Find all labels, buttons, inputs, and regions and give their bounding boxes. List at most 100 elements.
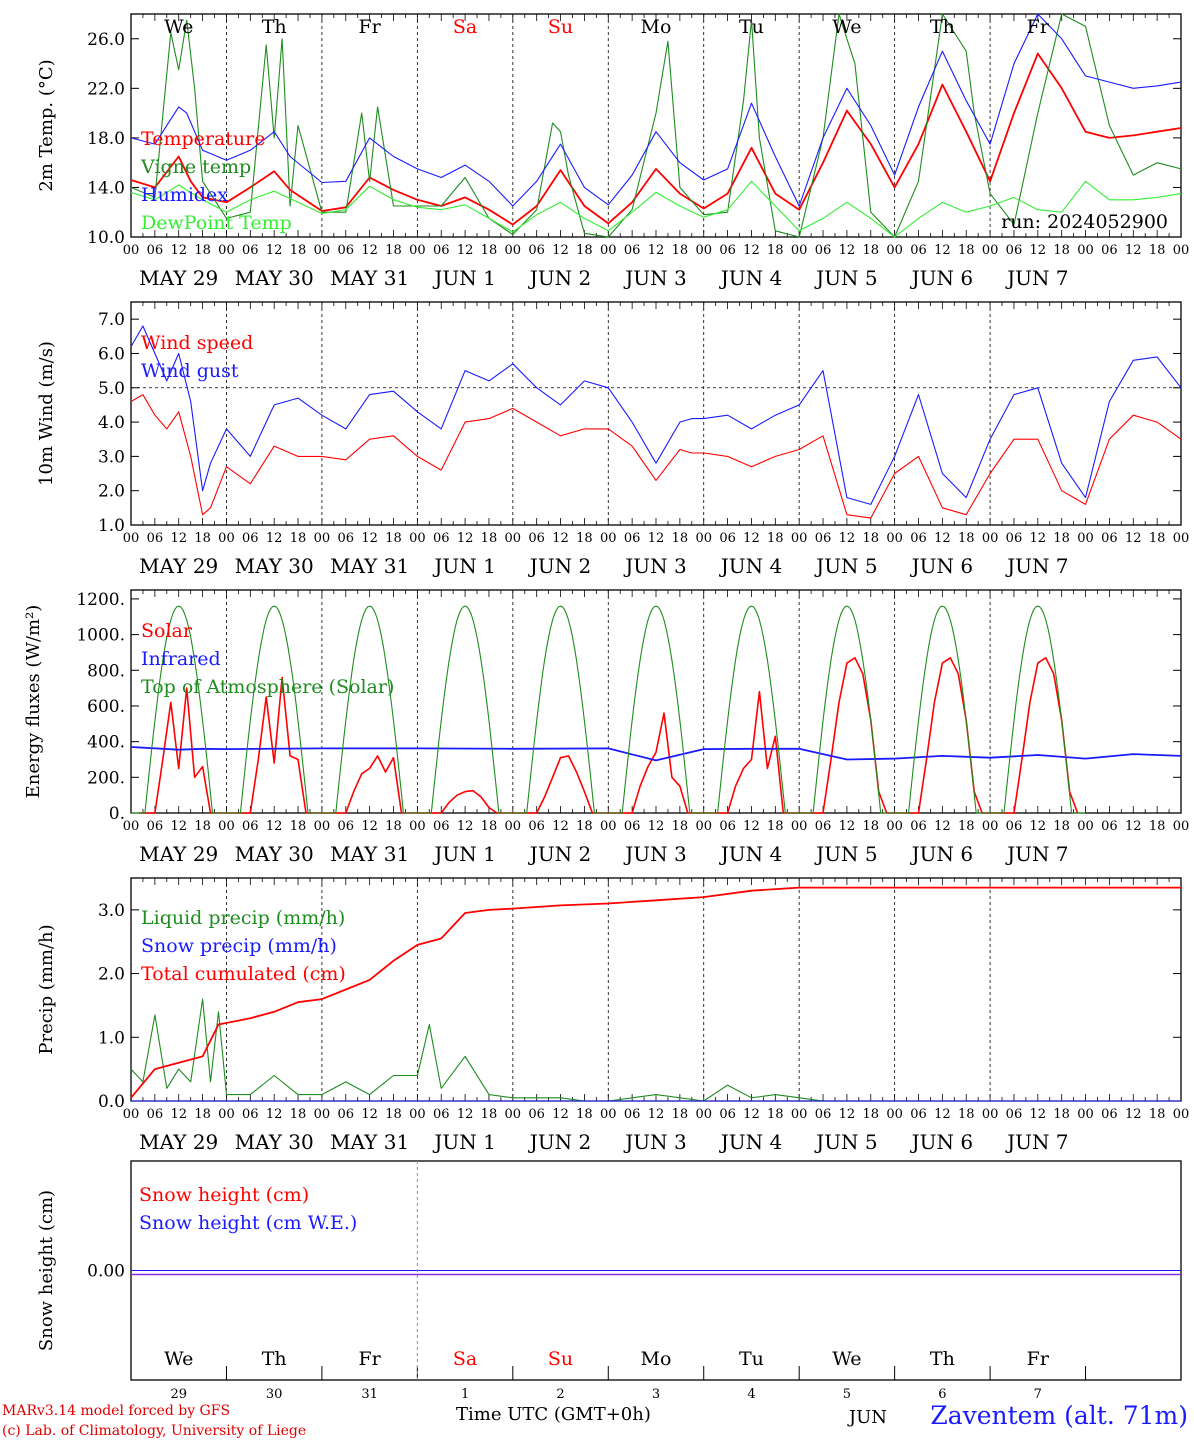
hour-label: 06 (719, 819, 736, 834)
hour-label: 12 (266, 531, 283, 546)
hour-label: 12 (648, 243, 665, 258)
y-tick-label: 0.0 (98, 1092, 125, 1112)
hour-label: 12 (934, 531, 951, 546)
hour-label: 00 (600, 243, 617, 258)
hour-label: 06 (147, 819, 164, 834)
hour-label: 06 (719, 243, 736, 258)
hour-label: 00 (1173, 819, 1190, 834)
hour-label: 12 (934, 1107, 951, 1122)
hour-label: 18 (194, 1107, 211, 1122)
hour-label: 00 (505, 819, 522, 834)
hour-label: 00 (409, 819, 426, 834)
hour-label: 06 (624, 1107, 641, 1122)
hour-label: 18 (385, 531, 402, 546)
hour-label: 00 (886, 531, 903, 546)
date-label: JUN 2 (528, 842, 591, 866)
hour-label: 06 (147, 1107, 164, 1122)
date-label: JUN 6 (910, 842, 973, 866)
legend-snow-precip-mm-h-: Snow precip (mm/h) (141, 935, 337, 957)
hour-label: 12 (1030, 819, 1047, 834)
date-label: JUN 3 (623, 554, 686, 578)
hour-label: 00 (314, 531, 331, 546)
hour-label: 06 (1006, 1107, 1023, 1122)
date-label: JUN 6 (910, 266, 973, 290)
date-label: MAY 31 (330, 554, 409, 578)
date-label: JUN 3 (623, 842, 686, 866)
hour-label: 18 (862, 243, 879, 258)
hour-label: 12 (1125, 531, 1142, 546)
day-number-label: 4 (747, 1387, 755, 1402)
y-axis-label: 2m Temp. (°C) (36, 59, 57, 191)
y-tick-label: 22.0 (87, 79, 125, 99)
hour-label: 06 (528, 819, 545, 834)
weekday-label: Th (930, 1348, 955, 1370)
date-label: MAY 30 (235, 266, 314, 290)
hour-label: 06 (1006, 819, 1023, 834)
legend-solar: Solar (141, 620, 193, 642)
hour-label: 12 (361, 243, 378, 258)
month-label: JUN (847, 1407, 887, 1428)
hour-label: 12 (743, 243, 760, 258)
date-label: MAY 30 (235, 842, 314, 866)
hour-label: 18 (767, 243, 784, 258)
hour-label: 00 (505, 531, 522, 546)
hour-label: 18 (1149, 1107, 1166, 1122)
hour-label: 12 (839, 243, 856, 258)
hour-label: 00 (123, 819, 140, 834)
date-label: JUN 7 (1005, 554, 1068, 578)
hour-label: 00 (123, 1107, 140, 1122)
hour-label: 00 (886, 243, 903, 258)
hour-label: 18 (290, 531, 307, 546)
y-tick-label: 26.0 (87, 30, 125, 50)
weekday-label: Sa (453, 16, 477, 38)
date-label: MAY 31 (330, 266, 409, 290)
weekday-label: We (164, 16, 193, 38)
date-label: MAY 31 (330, 1130, 409, 1154)
hour-label: 00 (600, 1107, 617, 1122)
date-label: JUN 1 (432, 1130, 495, 1154)
hour-label: 00 (314, 819, 331, 834)
y-tick-label: 3.0 (98, 447, 125, 467)
hour-label: 00 (791, 1107, 808, 1122)
y-tick-label: 200. (87, 768, 125, 788)
hour-label: 18 (862, 1107, 879, 1122)
hour-label: 12 (457, 1107, 474, 1122)
weekday-label: Tu (739, 1348, 764, 1370)
date-label: MAY 29 (139, 842, 218, 866)
hour-label: 00 (982, 819, 999, 834)
day-number-label: 29 (170, 1387, 187, 1402)
date-label: JUN 4 (719, 842, 782, 866)
y-axis-label: Snow height (cm) (36, 1190, 57, 1351)
hour-label: 18 (958, 531, 975, 546)
hour-label: 18 (481, 243, 498, 258)
hour-label: 06 (242, 243, 259, 258)
legend-total-cumulated-cm-: Total cumulated (cm) (141, 963, 346, 985)
hour-label: 18 (672, 1107, 689, 1122)
y-tick-label: 6.0 (98, 344, 125, 364)
weekday-label: Sa (453, 1348, 477, 1370)
legend-wind-gust: Wind gust (141, 360, 239, 382)
date-label: MAY 29 (139, 554, 218, 578)
hour-label: 06 (147, 243, 164, 258)
model-credit-line2: (c) Lab. of Climatology, University of L… (2, 1423, 307, 1439)
weekday-label: Mo (641, 1348, 672, 1370)
series-humidex (130, 13, 1182, 207)
weekday-label: We (832, 16, 861, 38)
hour-label: 18 (576, 243, 593, 258)
y-tick-label: 18.0 (87, 129, 125, 149)
y-tick-label: 1.0 (98, 1028, 125, 1048)
legend-dewpoint-temp: DewPoint Temp (141, 212, 292, 234)
series-toa-solar (131, 605, 1086, 814)
series-infrared (130, 746, 1182, 762)
y-axis-label: 10m Wind (m/s) (36, 341, 57, 486)
hour-label: 12 (839, 1107, 856, 1122)
y-tick-label: 2.0 (98, 965, 125, 985)
hour-label: 06 (910, 1107, 927, 1122)
hour-label: 12 (552, 1107, 569, 1122)
hour-label: 06 (1101, 819, 1118, 834)
legend-temperature: Temperature (141, 128, 265, 150)
run-label: run: 2024052900 (1001, 211, 1168, 233)
hour-label: 18 (481, 819, 498, 834)
hour-label: 06 (433, 819, 450, 834)
